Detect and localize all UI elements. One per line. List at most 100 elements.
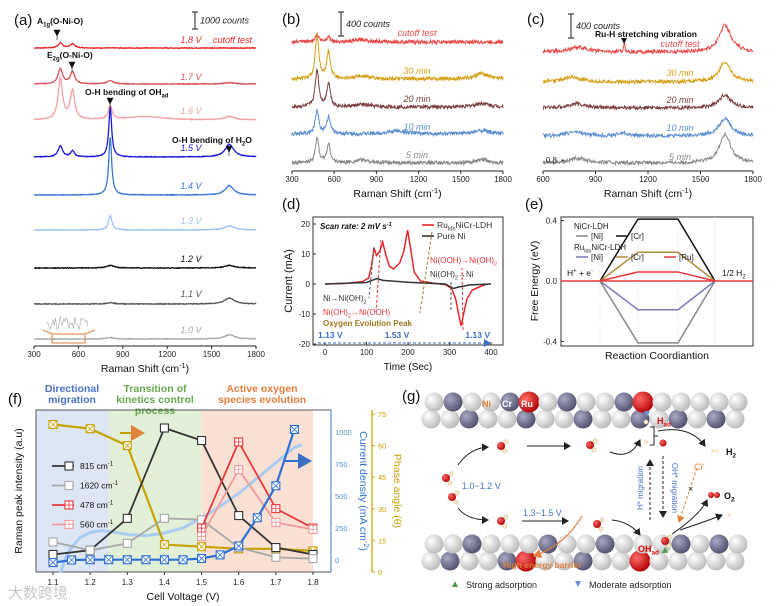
o2-molecule: [714, 492, 720, 498]
series-label: 30 min: [403, 66, 430, 76]
series-label: cutoff test: [660, 39, 700, 49]
oxygen-atom: [497, 442, 505, 450]
data-point-marker: [159, 513, 169, 523]
spectrum-5-min: [542, 131, 754, 167]
x-tick-label: 0: [323, 348, 328, 357]
spectrum-5-min: [291, 135, 504, 167]
legend-label: 478 cm-1: [80, 500, 114, 510]
o2-molecule: [708, 492, 714, 498]
current-tick-label: 500: [335, 492, 348, 501]
scan-rate-label: Scan rate: 2 mV s-1: [320, 222, 392, 231]
hydrogen-atom: [502, 448, 508, 454]
h2-molecule: [711, 449, 715, 453]
marker-cross: [271, 481, 281, 491]
cr-atom: [573, 551, 593, 571]
hydrogen-atom: [592, 438, 598, 444]
cr-atom: [500, 392, 520, 412]
phase-tick-label: 45: [378, 473, 386, 482]
y-axis-title: Current (mA): [283, 249, 295, 313]
x-tick-label: 600: [72, 350, 86, 359]
x-tick-label: 1800: [744, 175, 762, 184]
inset-spectrum: [45, 316, 89, 331]
ni-atom: [725, 551, 745, 571]
legend-label: [Ni]: [591, 232, 603, 241]
h-migration-label: H* migration: [636, 466, 645, 510]
atom-label-ni: Ni: [482, 399, 491, 409]
voltage-marker: 1.53 V: [385, 330, 410, 340]
ni-atom: [554, 409, 574, 429]
x-tick-label: 1200: [158, 350, 176, 359]
data-point-marker: [48, 537, 58, 547]
ni-atom: [633, 534, 653, 554]
marker-cross: [215, 550, 225, 560]
phase-tick-label: 60: [378, 442, 386, 451]
cr-atom: [671, 534, 691, 554]
data-point-marker: [64, 480, 74, 491]
spectrum-1-4-V: [33, 137, 257, 197]
spectrum-20-min: [542, 93, 754, 111]
legend-label: 815 cm-1: [80, 461, 114, 471]
ru-atom: [518, 391, 540, 413]
panel-label: (f): [8, 391, 22, 408]
x-tick-label: 1500: [692, 175, 710, 184]
x-tick-label: 1.8: [307, 578, 319, 587]
x-tick-label: 300: [27, 350, 41, 359]
y-tick-label: 0.0: [546, 277, 558, 286]
ni-atom: [557, 534, 577, 554]
data-point-marker: [271, 542, 281, 553]
spectrum-1-2-V: [33, 264, 257, 270]
hydrogen-atom: [448, 471, 454, 477]
series-label: 5 min: [406, 150, 428, 160]
hydrogen-atom: [667, 534, 673, 540]
x-tick-label: 300: [443, 348, 457, 357]
series-label: 30 min: [666, 68, 693, 78]
ni-atom: [592, 409, 612, 429]
energy-pathway-2: [599, 280, 716, 311]
ni-atom: [424, 392, 444, 412]
hydrogen-atom: [599, 517, 605, 523]
y-tick-label: 0: [306, 280, 311, 289]
x-tick-label: 1800: [494, 175, 512, 184]
scale-bar-label: 400 counts: [576, 21, 621, 31]
series-label: 1.0 V: [180, 325, 202, 335]
ni-atom: [614, 534, 634, 554]
legend-label: Pure Ni: [437, 231, 465, 241]
reaction-arrow: [611, 519, 641, 536]
marker-cross: [290, 425, 299, 434]
series-label: cutoff test: [397, 28, 437, 38]
peak-marker-icon: [621, 38, 627, 44]
marker-cross: [197, 542, 206, 551]
reaction-arrow: [609, 439, 641, 455]
x-tick-label: 600: [536, 175, 550, 184]
ni-atom: [649, 409, 669, 429]
peak-marker-icon: [53, 29, 61, 40]
scale-bar: [338, 11, 344, 37]
x-tick-label: 1.3: [122, 578, 134, 587]
phase-tick-label: 15: [378, 536, 386, 545]
annotation-arrow: [461, 267, 464, 331]
oxygen-atom: [586, 441, 594, 449]
spectrum-1-5-V: [33, 106, 257, 159]
raman-series-0: [52, 426, 314, 556]
cr-atom: [462, 534, 482, 554]
x-tick-label: 900: [116, 350, 130, 359]
ni-atom: [519, 534, 539, 554]
series-label: 1.5 V: [180, 143, 202, 153]
cr-atom: [709, 534, 729, 554]
peak-marker-icon: [225, 145, 233, 156]
spectrum-10-min: [291, 108, 504, 138]
inset-connector: [42, 329, 96, 335]
annotation-h2o: O-H bending of H2O: [172, 135, 252, 148]
voltage-low-label: 1.0~1.2 V: [462, 481, 501, 491]
panel-label: (a): [14, 12, 32, 29]
blocked-icon: ×: [688, 484, 693, 494]
region-label: Transition of: [124, 383, 188, 395]
ni-atom: [421, 409, 441, 429]
ni-atom: [709, 392, 729, 412]
phase-axis-title: Phase angle (θ): [391, 454, 403, 528]
marker-cross: [67, 555, 76, 565]
reaction-arrow: [457, 443, 489, 466]
cr-atom: [706, 409, 726, 429]
atom-label-cr: Cr: [502, 399, 512, 409]
raman-series-2: [200, 439, 314, 529]
